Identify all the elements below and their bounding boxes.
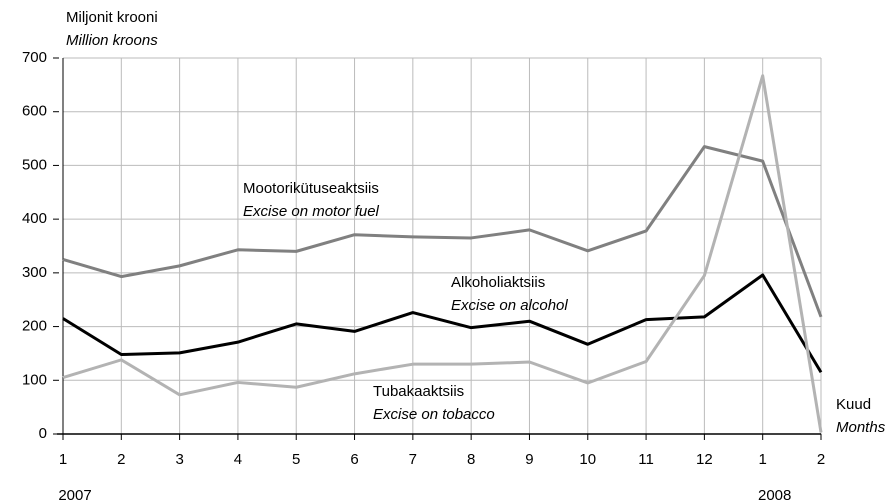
y-tick-label: 700 (22, 49, 47, 66)
x-tick-label: 1 (59, 451, 67, 468)
y-tick-label: 600 (22, 103, 47, 120)
y-tick-label: 100 (22, 371, 47, 388)
series-label: Tubakaaktsiis (373, 383, 464, 400)
series-label: Mootorikütuseaktsiis (243, 180, 379, 197)
series-line (62, 273, 823, 374)
x-tick-label: 11 (638, 451, 654, 468)
x-tick-label: 6 (350, 451, 358, 468)
x-tick-label: 2 (817, 451, 825, 468)
year-label: 2008 (758, 487, 791, 504)
x-tick-label: 4 (234, 451, 242, 468)
x-tick-label: 10 (579, 451, 596, 468)
series-label-en: Excise on alcohol (451, 297, 568, 314)
x-tick-label: 9 (525, 451, 533, 468)
series-line (62, 74, 823, 433)
y-tick-label: 200 (22, 318, 47, 335)
x-tick-label: 8 (467, 451, 475, 468)
y-axis-label-en: Million kroons (66, 32, 158, 49)
y-axis-label: Miljonit krooni (66, 9, 158, 26)
y-tick-label: 0 (39, 425, 47, 442)
x-tick-label: 7 (409, 451, 417, 468)
y-tick-label: 500 (22, 156, 47, 173)
x-tick-label: 12 (696, 451, 713, 468)
x-axis-label: Kuud (836, 396, 871, 413)
y-tick-label: 400 (22, 210, 47, 227)
series-label: Alkoholiaktsiis (451, 274, 545, 291)
x-tick-label: 3 (175, 451, 183, 468)
series-label-en: Excise on tobacco (373, 406, 495, 423)
x-tick-label: 1 (759, 451, 767, 468)
x-axis-label-en: Months (836, 419, 886, 436)
series-label-en: Excise on motor fuel (243, 203, 380, 220)
x-tick-label: 5 (292, 451, 300, 468)
series-line (62, 145, 823, 318)
y-tick-label: 300 (22, 264, 47, 281)
year-label: 2007 (58, 487, 91, 504)
x-tick-label: 2 (117, 451, 125, 468)
